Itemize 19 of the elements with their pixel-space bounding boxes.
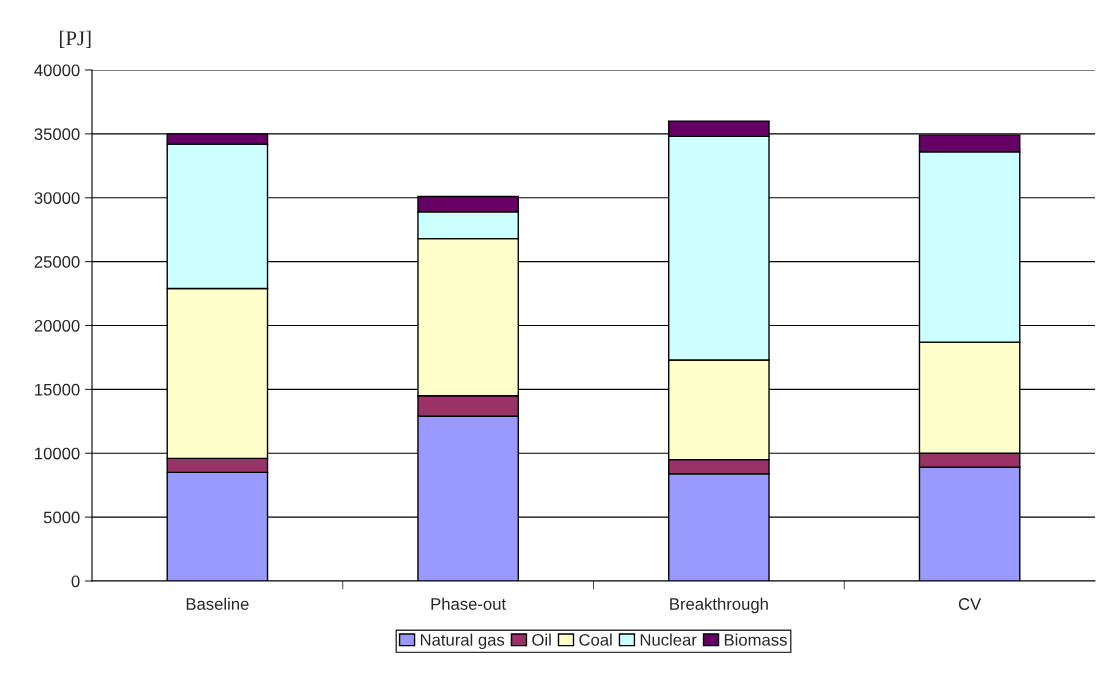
y-tick-label: 15000 — [35, 383, 80, 396]
y-tick-label: 0 — [71, 575, 80, 588]
y-axis-title: [PJ] — [59, 30, 91, 48]
y-tick-label: 35000 — [34, 128, 80, 141]
y-tick-label: 20000 — [34, 319, 80, 332]
legend-label: Oil — [532, 633, 551, 646]
y-tick-label: 10000 — [35, 447, 80, 460]
x-tick-label: Baseline — [186, 597, 249, 610]
y-tick-label: 40000 — [34, 64, 80, 77]
x-tick-label: CV — [958, 598, 982, 610]
legend-label: Coal — [579, 633, 612, 646]
legend-label: Nuclear — [640, 633, 697, 646]
legend-label: Natural gas — [420, 633, 505, 650]
legend-label: Biomass — [724, 633, 787, 646]
y-tick-label: 25000 — [34, 256, 80, 268]
y-tick-label: 30000 — [34, 192, 80, 204]
y-tick-label: 5000 — [43, 511, 80, 524]
x-tick-label: Phase-out — [431, 597, 506, 610]
x-tick-label: Breakthrough — [670, 597, 768, 614]
